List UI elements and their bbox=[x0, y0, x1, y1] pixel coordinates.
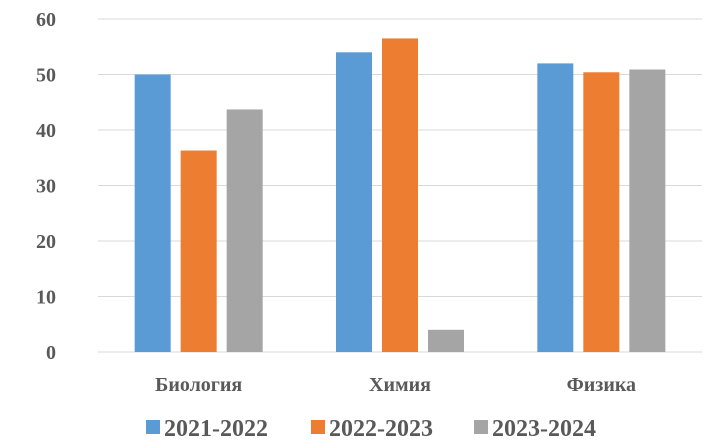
y-tick-label: 40 bbox=[36, 120, 56, 142]
legend-label: 2023-2024 bbox=[492, 416, 596, 442]
y-axis-ticks: 0 10 20 30 40 50 60 bbox=[36, 9, 56, 364]
y-tick-label: 20 bbox=[36, 231, 56, 253]
bar-2023-2024-Биология bbox=[226, 109, 263, 352]
bar-2023-2024-Химия bbox=[428, 329, 464, 352]
x-category-label: Химия bbox=[369, 374, 431, 396]
bar-2022-2023-Химия bbox=[382, 38, 418, 353]
bar-2022-2023-Физика bbox=[583, 72, 620, 352]
legend-swatch bbox=[311, 420, 325, 434]
bar-2021-2022-Биология bbox=[134, 74, 171, 352]
y-tick-label: 10 bbox=[36, 287, 56, 309]
bar-2021-2022-Химия bbox=[336, 52, 372, 353]
legend: 2021-2022 2022-2023 2023-2024 bbox=[146, 416, 596, 442]
x-category-label: Биология bbox=[155, 374, 242, 396]
bar-2021-2022-Физика bbox=[537, 63, 574, 353]
bar-2023-2024-Физика bbox=[629, 69, 666, 352]
y-tick-label: 60 bbox=[36, 9, 56, 31]
legend-item: 2021-2022 bbox=[146, 416, 268, 442]
y-tick-label: 50 bbox=[36, 65, 56, 87]
legend-swatch bbox=[474, 420, 488, 434]
y-tick-label: 30 bbox=[36, 176, 56, 198]
x-category-label: Физика bbox=[567, 374, 636, 396]
x-axis-labels: Биология Химия Физика bbox=[155, 374, 636, 396]
legend-label: 2021-2022 bbox=[164, 416, 268, 442]
legend-item: 2022-2023 bbox=[311, 416, 433, 442]
bar-2022-2023-Биология bbox=[180, 150, 217, 352]
bars bbox=[134, 38, 666, 353]
legend-label: 2022-2023 bbox=[329, 416, 433, 442]
legend-item: 2023-2024 bbox=[474, 416, 596, 442]
y-tick-label: 0 bbox=[46, 342, 56, 364]
legend-swatch bbox=[146, 420, 160, 434]
